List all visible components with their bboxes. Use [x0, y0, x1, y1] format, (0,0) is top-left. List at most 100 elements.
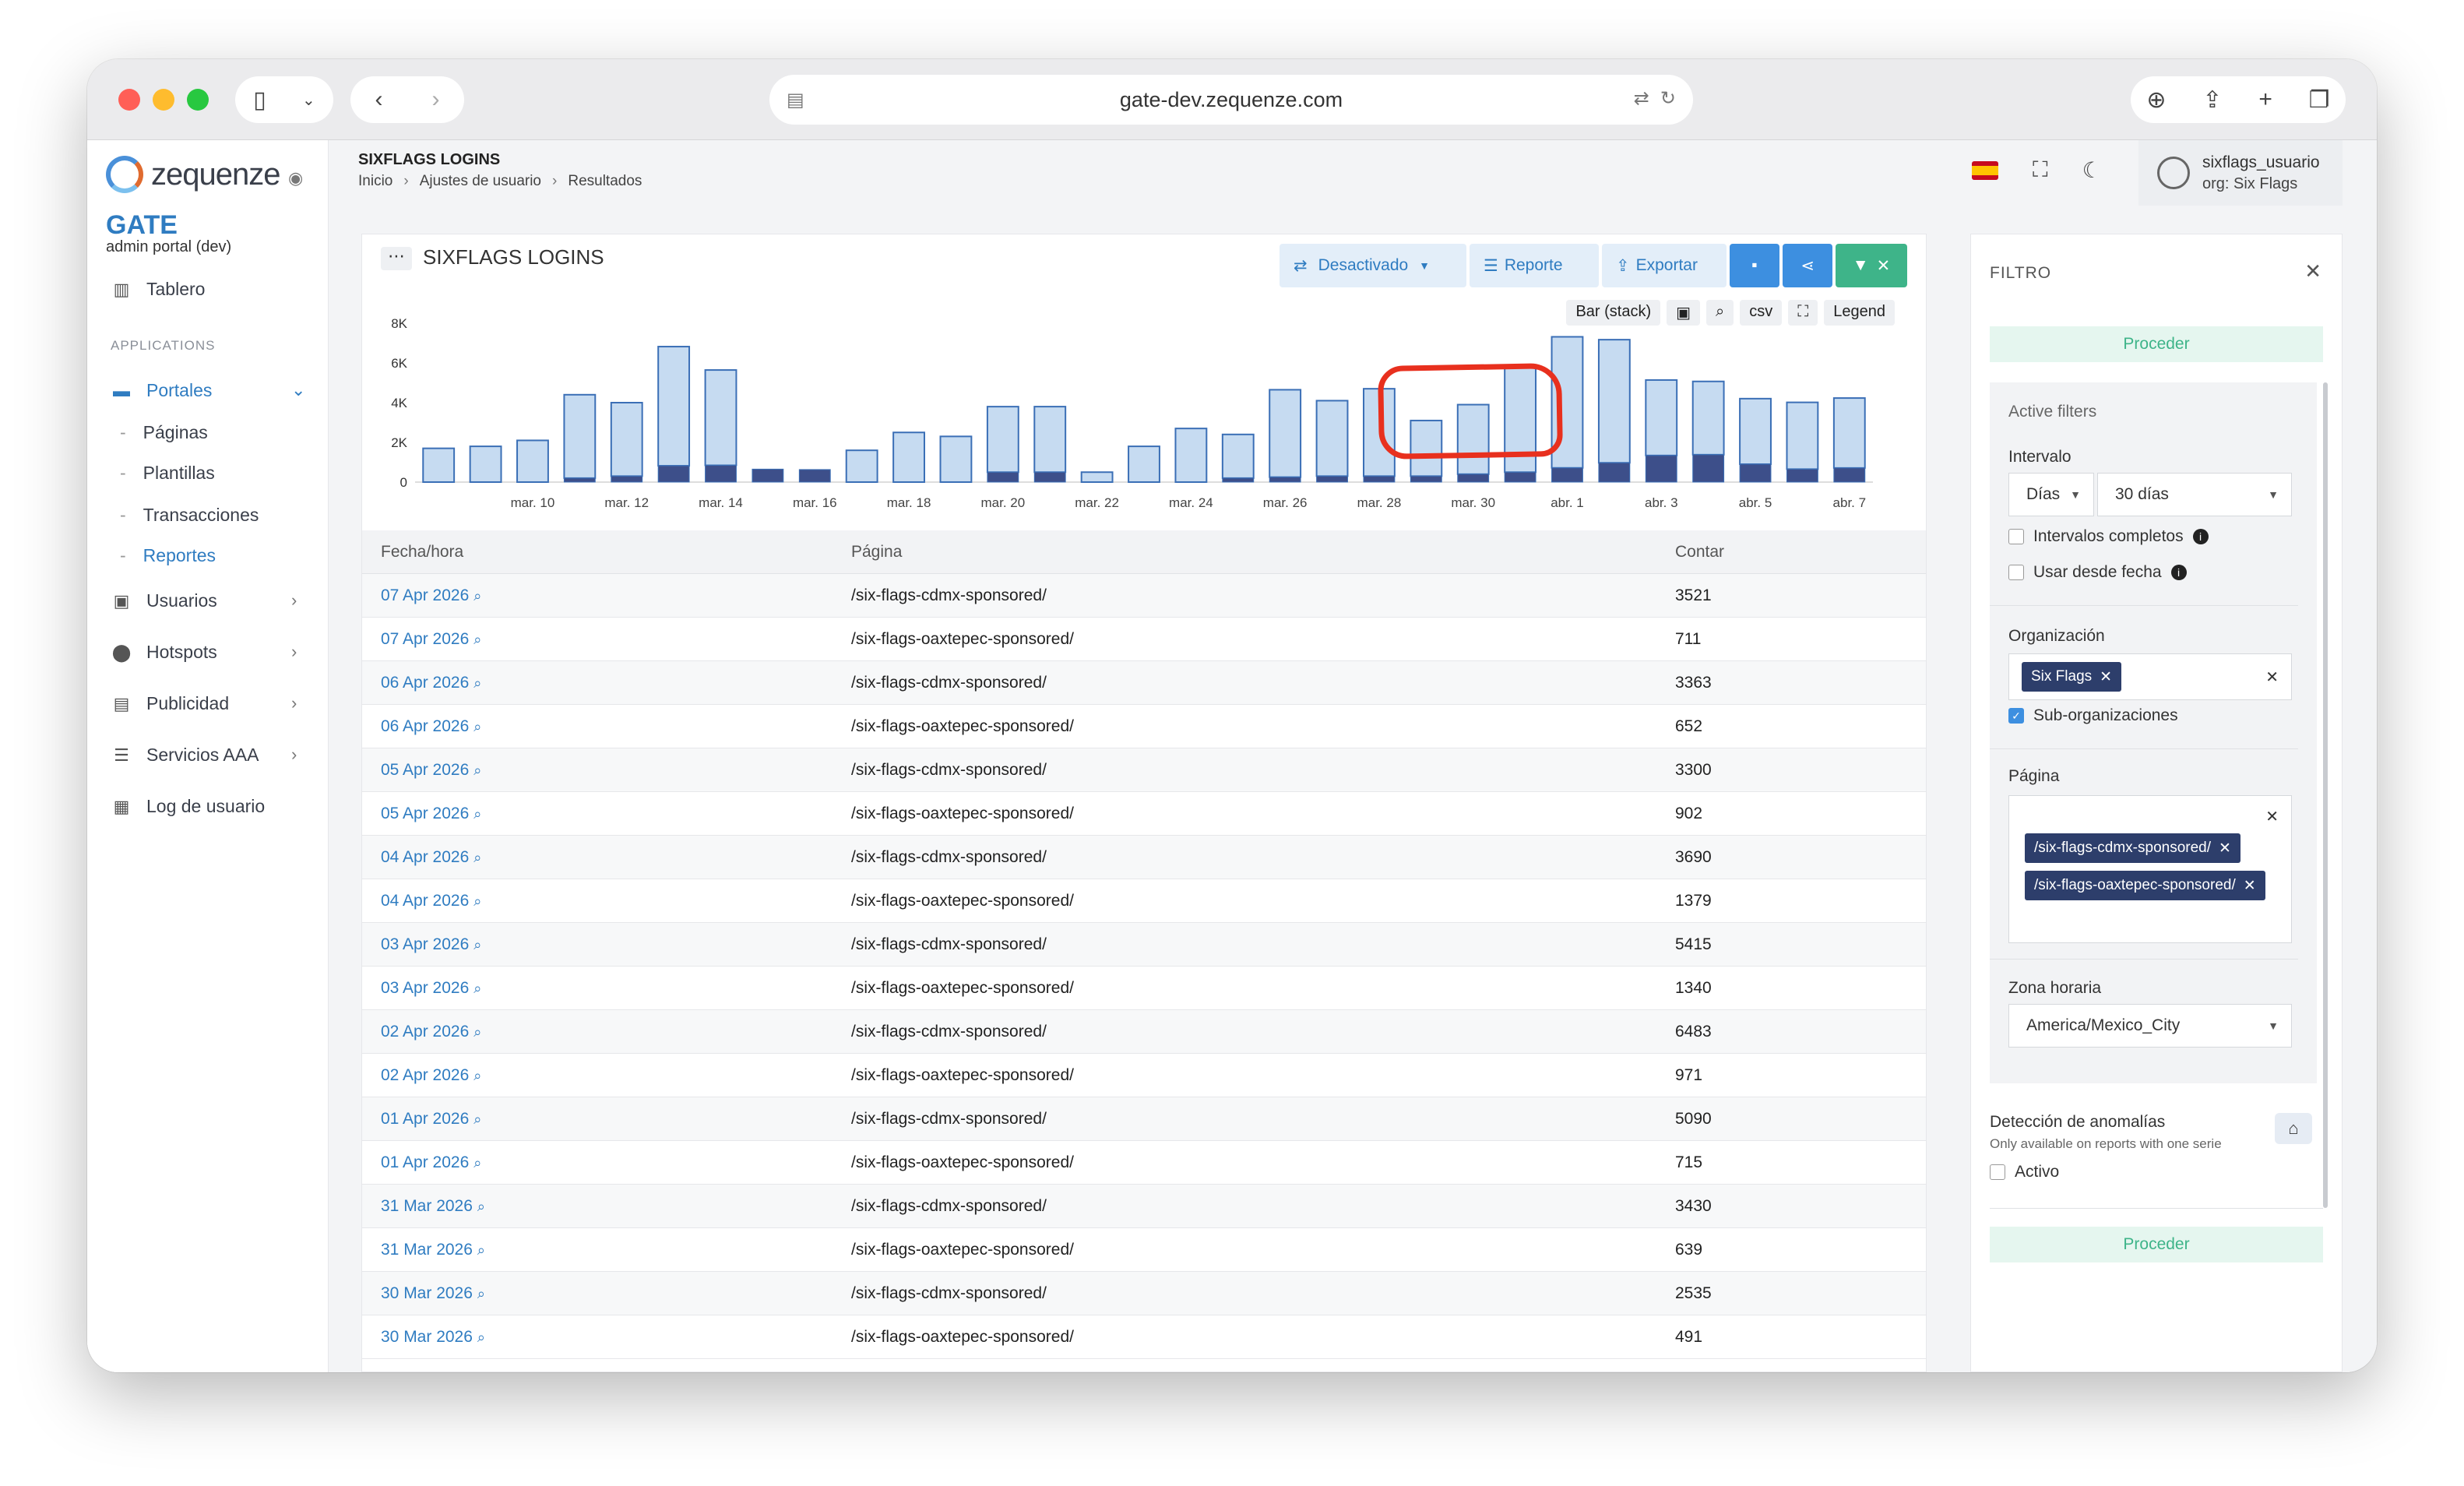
- share-icon[interactable]: ⇪: [2202, 86, 2223, 113]
- chevron-right-icon[interactable]: ›: [291, 590, 297, 610]
- sidebar-item-reportes[interactable]: - Reportes: [120, 545, 216, 565]
- date-link[interactable]: 01 Apr 2026: [381, 1109, 470, 1128]
- zoom-icon[interactable]: ⌕: [473, 805, 482, 822]
- sidebar-item-plantillas[interactable]: - Plantillas: [120, 463, 215, 483]
- complete-intervals-checkbox[interactable]: Intervalos completos i: [2008, 527, 2209, 546]
- zoom-window-button[interactable]: [187, 89, 209, 111]
- use-from-date-checkbox[interactable]: Usar desde fecha i: [2008, 563, 2187, 582]
- zoom-icon[interactable]: ⌕: [473, 762, 482, 778]
- scrollbar[interactable]: [2323, 382, 2328, 1208]
- dark-mode-moon-icon[interactable]: ☾: [2082, 158, 2102, 182]
- chevron-right-icon[interactable]: ›: [291, 693, 297, 713]
- sidebar-item-log-de-usuario[interactable]: ▦ Log de usuario: [111, 796, 266, 817]
- zoom-icon[interactable]: ⌕: [473, 631, 482, 647]
- export-button[interactable]: ⇪ Exportar: [1602, 244, 1727, 287]
- date-link[interactable]: 05 Apr 2026: [381, 804, 470, 822]
- close-icon[interactable]: ✕: [2304, 259, 2321, 283]
- remove-tag-icon[interactable]: ✕: [2243, 877, 2256, 894]
- zoom-icon[interactable]: ⌕: [473, 674, 482, 691]
- download-icon[interactable]: ⊕: [2146, 86, 2167, 113]
- column-header-fecha[interactable]: Fecha/hora: [381, 542, 464, 561]
- back-icon[interactable]: ‹: [375, 86, 383, 112]
- tab-overview-icon[interactable]: ❐: [2308, 86, 2330, 113]
- info-icon[interactable]: i: [2170, 565, 2187, 580]
- new-tab-icon[interactable]: +: [2258, 86, 2272, 112]
- csv-button[interactable]: csv: [1740, 300, 1783, 326]
- remove-tag-icon[interactable]: ✕: [2100, 668, 2113, 685]
- report-button[interactable]: ☰ Reporte: [1470, 244, 1599, 287]
- date-link[interactable]: 30 Mar 2026: [381, 1327, 473, 1346]
- date-link[interactable]: 04 Apr 2026: [381, 891, 470, 910]
- date-link[interactable]: 01 Apr 2026: [381, 1153, 470, 1171]
- sidebar-item-transacciones[interactable]: - Transacciones: [120, 505, 259, 525]
- clear-icon[interactable]: ✕: [2265, 668, 2279, 686]
- camera-icon[interactable]: ▣: [1667, 300, 1701, 326]
- sidebar-toggle-group[interactable]: ▯ ⌄: [235, 76, 333, 123]
- sidebar-item-hotspots[interactable]: ⬤ Hotspots: [111, 642, 217, 663]
- sidebar-item-publicidad[interactable]: ▤ Publicidad: [111, 693, 230, 714]
- column-header-contar[interactable]: Contar: [1675, 542, 1725, 561]
- page-select[interactable]: ✕ /six-flags-cdmx-sponsored/ ✕ /six-flag…: [2008, 795, 2292, 943]
- date-link[interactable]: 02 Apr 2026: [381, 1065, 470, 1084]
- user-menu[interactable]: sixflags_usuario org: Six Flags: [2138, 140, 2343, 206]
- spain-flag-icon[interactable]: [1972, 160, 1998, 180]
- reload-icon[interactable]: ↻: [1660, 88, 1676, 109]
- chevron-down-icon[interactable]: ⌄: [302, 91, 315, 109]
- chart-type-button[interactable]: Bar (stack): [1566, 300, 1661, 326]
- date-link[interactable]: 31 Mar 2026: [381, 1240, 473, 1259]
- zoom-icon[interactable]: ⌕: [473, 1111, 482, 1127]
- sidebar-item-usuarios[interactable]: ▣ Usuarios: [111, 590, 217, 611]
- proceed-button-top[interactable]: Proceder: [1990, 326, 2323, 362]
- info-icon[interactable]: i: [2192, 529, 2209, 544]
- zoom-icon[interactable]: ⌕: [477, 1285, 486, 1301]
- date-link[interactable]: 31 Mar 2026: [381, 1196, 473, 1215]
- sidebar-item-paginas[interactable]: - Páginas: [120, 422, 208, 442]
- sub-orgs-checkbox[interactable]: ✓ Sub-organizaciones: [2008, 706, 2178, 725]
- minimize-window-button[interactable]: [153, 89, 174, 111]
- chevron-right-icon[interactable]: ›: [291, 642, 297, 661]
- zoom-icon[interactable]: ⌕: [477, 1241, 486, 1258]
- sidebar-item-tablero[interactable]: ▥ Tablero: [111, 279, 206, 300]
- zoom-icon[interactable]: ⌕: [473, 980, 482, 996]
- address-bar[interactable]: ▤ gate-dev.zequenze.com ⇄ ↻: [769, 75, 1693, 125]
- date-link[interactable]: 02 Apr 2026: [381, 1022, 470, 1041]
- date-link[interactable]: 07 Apr 2026: [381, 586, 470, 604]
- zoom-icon[interactable]: ⌕: [473, 587, 482, 604]
- fullscreen-icon[interactable]: ⛶: [2033, 157, 2048, 181]
- settings-dot-icon[interactable]: ◉: [288, 168, 304, 188]
- date-link[interactable]: 06 Apr 2026: [381, 717, 470, 735]
- forward-icon[interactable]: ›: [431, 86, 440, 112]
- zoom-icon[interactable]: ⌕: [477, 1198, 486, 1214]
- anomaly-active-checkbox[interactable]: Activo: [1990, 1163, 2059, 1181]
- logo[interactable]: zequenze: [106, 156, 280, 193]
- more-options-icon[interactable]: ⋯: [381, 247, 412, 270]
- date-link[interactable]: 03 Apr 2026: [381, 935, 470, 953]
- date-link[interactable]: 05 Apr 2026: [381, 760, 470, 779]
- zoom-icon[interactable]: ⌕: [473, 893, 482, 909]
- date-link[interactable]: 04 Apr 2026: [381, 847, 470, 866]
- date-link[interactable]: 07 Apr 2026: [381, 629, 470, 648]
- legend-button[interactable]: Legend: [1824, 300, 1895, 326]
- save-button[interactable]: ▪: [1730, 244, 1779, 287]
- translate-icon[interactable]: ⇄: [1633, 88, 1649, 109]
- sidebar-item-portales[interactable]: ▬ Portales: [111, 380, 212, 401]
- share-button[interactable]: ⋖: [1783, 244, 1832, 287]
- breadcrumb-ajustes[interactable]: Ajustes de usuario: [419, 173, 542, 189]
- zoom-icon[interactable]: ⌕: [473, 1023, 482, 1040]
- date-link[interactable]: 06 Apr 2026: [381, 673, 470, 692]
- zoom-icon[interactable]: ⌕: [473, 936, 482, 953]
- zoom-icon[interactable]: ⌕: [473, 718, 482, 734]
- zoom-icon[interactable]: ⌕: [477, 1329, 486, 1345]
- close-window-button[interactable]: [118, 89, 140, 111]
- zoom-icon[interactable]: ⌕: [473, 849, 482, 865]
- zoom-icon[interactable]: ⌕: [473, 1154, 482, 1171]
- date-link[interactable]: 30 Mar 2026: [381, 1284, 473, 1302]
- zoom-icon[interactable]: ⌕: [473, 1067, 482, 1083]
- timezone-select[interactable]: America/Mexico_City ▼: [2008, 1004, 2292, 1048]
- auto-refresh-dropdown[interactable]: ⇄ Desactivado ▼: [1280, 244, 1466, 287]
- filter-toggle-button[interactable]: ▼ ✕: [1836, 244, 1907, 287]
- clear-icon[interactable]: ✕: [2265, 808, 2279, 826]
- interval-value-select[interactable]: 30 días ▼: [2097, 473, 2292, 516]
- remove-tag-icon[interactable]: ✕: [2219, 840, 2231, 857]
- interval-unit-select[interactable]: Días ▼: [2008, 473, 2094, 516]
